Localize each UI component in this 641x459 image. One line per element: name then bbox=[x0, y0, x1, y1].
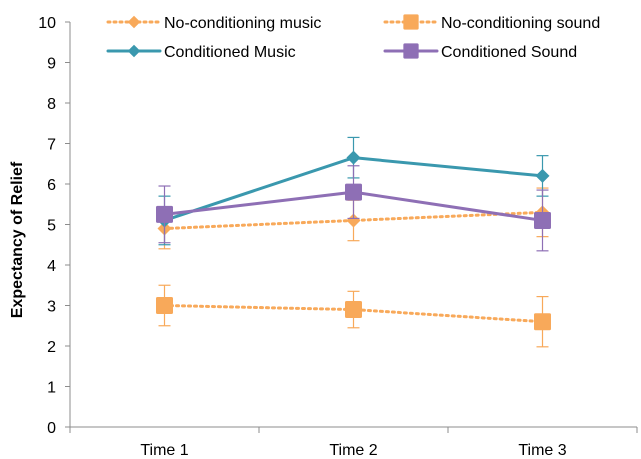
data-point-marker bbox=[345, 183, 362, 201]
data-point-marker bbox=[346, 213, 361, 228]
legend-item: No-conditioning music bbox=[106, 15, 321, 32]
legend: No-conditioning music No-conditioning sou… bbox=[106, 14, 600, 61]
y-tick-label: 8 bbox=[47, 96, 56, 113]
legend-label: Conditioned Sound bbox=[441, 44, 577, 61]
y-tick-label: 0 bbox=[47, 420, 56, 437]
axes: 0 1 2 3 4 5 6 7 8 9 10 Time 1 Time 2 Time 3 bbox=[38, 15, 638, 459]
data-point-marker bbox=[345, 301, 362, 319]
y-axis-label: Expectancy of Relief bbox=[9, 161, 26, 318]
y-tick-label: 3 bbox=[47, 299, 56, 316]
data-point-marker bbox=[403, 43, 419, 59]
data-point-marker bbox=[403, 14, 419, 30]
x-tick-label: Time 2 bbox=[329, 442, 377, 459]
y-tick-label: 7 bbox=[47, 137, 56, 154]
data-point-marker bbox=[156, 205, 173, 223]
y-tick-label: 10 bbox=[38, 15, 56, 32]
data-point-marker bbox=[535, 168, 550, 183]
data-point-marker bbox=[346, 150, 361, 165]
series-no-conditioning-sound bbox=[156, 284, 551, 348]
legend-item: No-conditioning sound bbox=[383, 14, 600, 32]
y-tick-label: 4 bbox=[47, 258, 56, 275]
legend-label: No-conditioning sound bbox=[441, 15, 600, 32]
legend-label: No-conditioning music bbox=[164, 15, 321, 32]
y-tick-label: 6 bbox=[47, 177, 56, 194]
data-point-marker bbox=[534, 211, 551, 229]
y-tick-label: 5 bbox=[47, 218, 56, 235]
data-point-marker bbox=[127, 44, 141, 58]
y-tick-label: 1 bbox=[47, 380, 56, 397]
series-conditioned-music bbox=[157, 136, 550, 246]
data-point-marker bbox=[156, 297, 173, 314]
series-conditioned-sound bbox=[156, 165, 551, 252]
legend-item: Conditioned Sound bbox=[383, 43, 577, 61]
y-tick-label: 9 bbox=[47, 56, 56, 73]
series-layer bbox=[156, 136, 551, 348]
data-point-marker bbox=[534, 313, 551, 331]
y-tick-label: 2 bbox=[47, 339, 56, 356]
legend-label: Conditioned Music bbox=[164, 44, 296, 61]
x-tick-label: Time 1 bbox=[140, 442, 188, 459]
data-point-marker bbox=[127, 15, 141, 29]
legend-item: Conditioned Music bbox=[106, 44, 296, 61]
x-tick-label: Time 3 bbox=[518, 442, 566, 459]
